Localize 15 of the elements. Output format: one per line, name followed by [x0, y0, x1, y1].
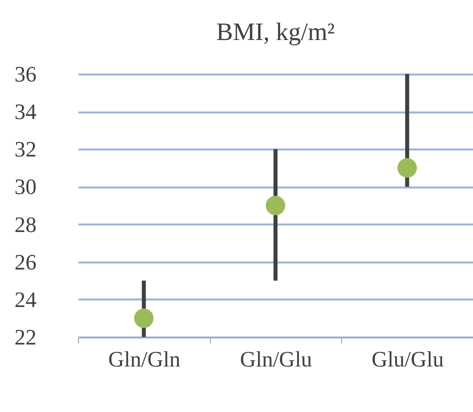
y-tick-label: 28	[14, 212, 36, 237]
point	[134, 308, 154, 328]
y-tick-label: 24	[14, 286, 36, 312]
y-tick-label: 36	[14, 62, 36, 86]
y-tick-label: 34	[14, 99, 36, 124]
y-tick-label: 26	[14, 249, 36, 274]
chart-title: BMI, kg/m²	[216, 19, 335, 46]
x-tick-label: Gln/Glu	[240, 346, 312, 372]
y-tick-label: 22	[14, 324, 36, 350]
y-tick-label: 32	[14, 136, 36, 162]
point	[266, 196, 286, 216]
x-tick-label: Gln/Gln	[108, 346, 180, 372]
y-tick-label: 30	[14, 174, 36, 200]
point	[397, 158, 417, 178]
x-tick-label: Glu/Glu	[372, 346, 444, 372]
